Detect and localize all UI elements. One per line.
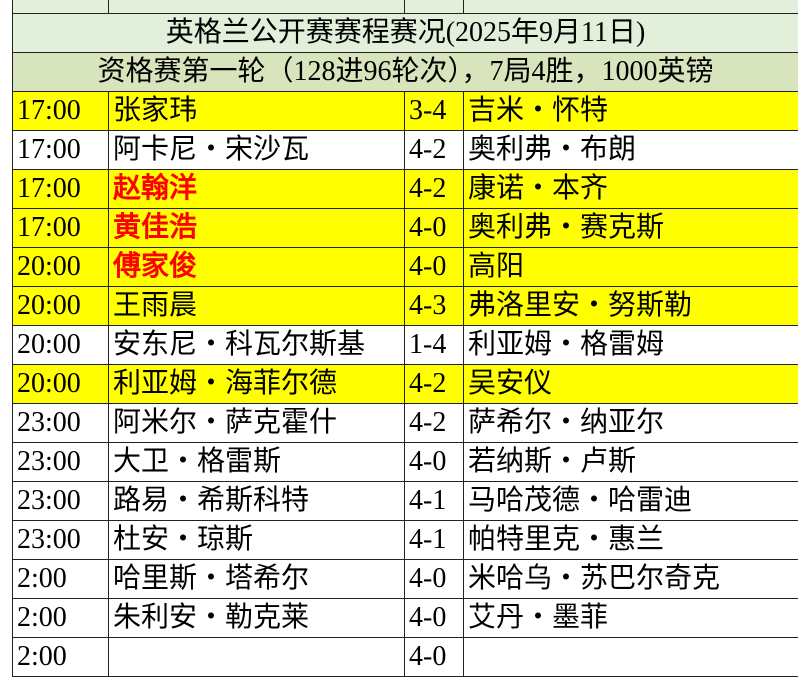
player-b: 奥利弗・赛克斯: [464, 209, 798, 248]
time: 23:00: [13, 482, 109, 521]
score: 4-1: [405, 482, 464, 521]
player-b: 高阳: [464, 248, 798, 287]
score: 4-0: [405, 443, 464, 482]
player-a: 张家玮: [109, 92, 405, 131]
player-a: [109, 638, 405, 677]
player-b: 奥利弗・布朗: [464, 131, 798, 170]
score: 4-0: [405, 638, 464, 677]
time: 23:00: [13, 521, 109, 560]
time: 2:00: [13, 560, 109, 599]
time: 17:00: [13, 92, 109, 131]
player-a: 路易・希斯科特: [109, 482, 405, 521]
time: 20:00: [13, 326, 109, 365]
subtitle-row: 资格赛第一轮（128进96轮次），7局4胜，1000英镑: [13, 53, 798, 92]
player-b: 马哈茂德・哈雷迪: [464, 482, 798, 521]
score: 4-1: [405, 521, 464, 560]
score: 4-0: [405, 248, 464, 287]
time: 17:00: [13, 131, 109, 170]
player-b: 康诺・本齐: [464, 170, 798, 209]
score: 3-4: [405, 92, 464, 131]
score: 4-2: [405, 131, 464, 170]
player-a: 傅家俊: [109, 248, 405, 287]
player-a: 黄佳浩: [109, 209, 405, 248]
title: 英格兰公开赛赛程赛况(2025年9月11日): [13, 14, 798, 53]
player-a: 大卫・格雷斯: [109, 443, 405, 482]
player-b: 帕特里克・惠兰: [464, 521, 798, 560]
player-b: 利亚姆・格雷姆: [464, 326, 798, 365]
player-b: 吉米・怀特: [464, 92, 798, 131]
player-a: 安东尼・科瓦尔斯基: [109, 326, 405, 365]
player-b: 萨希尔・纳亚尔: [464, 404, 798, 443]
time: 23:00: [13, 443, 109, 482]
player-b: [464, 638, 798, 677]
table-body: 英格兰公开赛赛程赛况(2025年9月11日) 资格赛第一轮（128进96轮次），…: [13, 0, 798, 677]
time: 2:00: [13, 599, 109, 638]
score: 4-3: [405, 287, 464, 326]
score: 4-0: [405, 599, 464, 638]
title-row: 英格兰公开赛赛程赛况(2025年9月11日): [13, 14, 798, 53]
time: 17:00: [13, 209, 109, 248]
match-row: 2:00 4-0: [13, 638, 798, 677]
time: 17:00: [13, 170, 109, 209]
player-a: 赵翰洋: [109, 170, 405, 209]
schedule-table: 英格兰公开赛赛程赛况(2025年9月11日) 资格赛第一轮（128进96轮次），…: [12, 0, 798, 677]
player-b: 艾丹・墨菲: [464, 599, 798, 638]
player-a: 朱利安・勒克莱: [109, 599, 405, 638]
player-a: 阿米尔・萨克霍什: [109, 404, 405, 443]
cut-row: [13, 0, 798, 14]
time: 20:00: [13, 248, 109, 287]
time: 20:00: [13, 365, 109, 404]
player-a: 杜安・琼斯: [109, 521, 405, 560]
spreadsheet: 英格兰公开赛赛程赛况(2025年9月11日) 资格赛第一轮（128进96轮次），…: [12, 0, 798, 677]
player-a: 阿卡尼・宋沙瓦: [109, 131, 405, 170]
player-a: 哈里斯・塔希尔: [109, 560, 405, 599]
subtitle: 资格赛第一轮（128进96轮次），7局4胜，1000英镑: [13, 53, 798, 92]
player-a: 王雨晨: [109, 287, 405, 326]
score: 4-0: [405, 209, 464, 248]
player-b: 若纳斯・卢斯: [464, 443, 798, 482]
score: 4-2: [405, 170, 464, 209]
score: 1-4: [405, 326, 464, 365]
score: 4-2: [405, 365, 464, 404]
score: 4-0: [405, 560, 464, 599]
page: 英格兰公开赛赛程赛况(2025年9月11日) 资格赛第一轮（128进96轮次），…: [0, 0, 798, 660]
time: 2:00: [13, 638, 109, 677]
player-b: 弗洛里安・努斯勒: [464, 287, 798, 326]
player-b: 吴安仪: [464, 365, 798, 404]
time: 20:00: [13, 287, 109, 326]
time: 23:00: [13, 404, 109, 443]
player-b: 米哈乌・苏巴尔奇克: [464, 560, 798, 599]
player-a: 利亚姆・海菲尔德: [109, 365, 405, 404]
score: 4-2: [405, 404, 464, 443]
